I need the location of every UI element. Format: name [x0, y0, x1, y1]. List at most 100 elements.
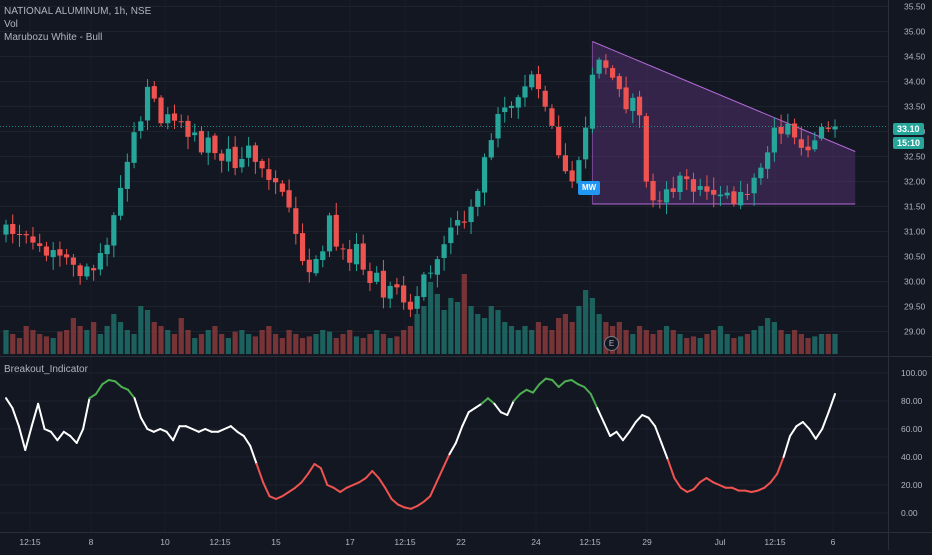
- candle-body: [401, 285, 407, 303]
- candle-body: [481, 157, 488, 193]
- candle-body: [616, 76, 622, 90]
- candle: [347, 240, 353, 272]
- candle-body: [97, 253, 103, 270]
- volume-bar: [239, 330, 245, 354]
- candle: [246, 137, 252, 167]
- indicator-segment: [101, 379, 110, 386]
- candle: [724, 185, 730, 199]
- indicator-segment: [409, 505, 419, 510]
- candle: [690, 172, 697, 203]
- volume-bar: [589, 298, 595, 354]
- candle-body: [185, 120, 191, 137]
- volume-bar: [306, 336, 312, 354]
- volume-bar: [448, 298, 454, 354]
- candle: [407, 293, 413, 318]
- indicator-segment: [242, 435, 252, 447]
- volume-bar: [205, 330, 211, 354]
- indicator-segment: [184, 425, 194, 430]
- indicator-tick-label: 60.00: [901, 424, 923, 434]
- candle-body: [23, 234, 29, 236]
- pattern-legend[interactable]: Marubozu White - Bull: [4, 32, 103, 43]
- indicator-segment: [795, 421, 804, 428]
- candle: [636, 90, 643, 128]
- indicator-legend[interactable]: Breakout_Indicator: [4, 364, 88, 375]
- candle-body: [306, 259, 312, 273]
- volume-bar: [535, 322, 542, 354]
- indicator-segment: [390, 498, 400, 506]
- volume-bar: [468, 306, 474, 354]
- indicator-segment: [692, 481, 702, 491]
- volume-bar: [434, 294, 440, 354]
- indicator-segment: [377, 477, 387, 489]
- volume-bar: [340, 334, 346, 354]
- candle: [448, 217, 454, 255]
- candle-body: [387, 285, 393, 299]
- volume-bar: [380, 334, 387, 354]
- volume-bar: [178, 318, 184, 354]
- volume-bar: [751, 330, 757, 354]
- candle-body: [353, 244, 360, 265]
- candle: [414, 286, 420, 314]
- candle-body: [299, 233, 306, 262]
- volume-bar: [212, 326, 218, 354]
- indicator-segment: [159, 428, 168, 433]
- candle: [198, 125, 205, 155]
- indicator-segment: [570, 379, 579, 386]
- marubozu-marker[interactable]: MW: [578, 181, 601, 195]
- candle: [475, 188, 481, 217]
- volume-bar: [522, 326, 528, 354]
- symbol-title[interactable]: NATIONAL ALUMINUM, 1h, NSE: [4, 6, 152, 17]
- candle: [77, 263, 83, 285]
- indicator-segment: [673, 477, 682, 489]
- candle: [313, 255, 319, 277]
- indicator-segment: [705, 477, 714, 484]
- candle-body: [124, 161, 130, 189]
- candle: [97, 243, 103, 276]
- candle: [165, 107, 171, 130]
- candle-body: [428, 272, 434, 274]
- earnings-marker[interactable]: E: [604, 336, 619, 351]
- indicator-segment: [114, 380, 123, 388]
- indicator-segment: [326, 484, 335, 489]
- indicator-tick-label: 100.00: [901, 368, 927, 378]
- candle: [151, 81, 157, 103]
- candle: [670, 176, 676, 198]
- indicator-segment: [416, 500, 425, 507]
- indicator-segment: [827, 393, 837, 414]
- indicator-segment: [397, 503, 406, 509]
- indicator-segment: [442, 453, 451, 470]
- indicator-segment: [339, 486, 348, 493]
- volume-bar: [670, 330, 676, 354]
- candle: [232, 136, 238, 176]
- candle-body: [16, 233, 23, 235]
- volume-bar: [387, 338, 393, 354]
- candle: [731, 186, 737, 207]
- indicator-segment: [313, 463, 322, 470]
- candle: [771, 117, 777, 162]
- indicator-segment: [769, 472, 779, 484]
- time-tick-label: 12:15: [19, 537, 41, 547]
- candle-body: [670, 188, 676, 192]
- indicator-segment: [307, 463, 316, 475]
- indicator-segment: [229, 425, 239, 433]
- candle-body: [252, 145, 258, 162]
- volume-bar: [293, 334, 299, 354]
- indicator-segment: [531, 383, 541, 394]
- indicator-segment: [544, 377, 554, 381]
- candle-body: [165, 114, 171, 124]
- indicator-segment: [711, 481, 721, 486]
- candle: [535, 65, 542, 99]
- indicator-segment: [17, 425, 27, 451]
- indicator-segment: [146, 428, 155, 433]
- candle-body: [232, 146, 238, 169]
- volume-legend[interactable]: Vol: [4, 19, 18, 30]
- indicator-segment: [152, 428, 162, 433]
- candle: [401, 276, 407, 310]
- candle-body: [832, 126, 838, 130]
- indicator-segment: [5, 397, 14, 409]
- candle-body: [212, 135, 218, 154]
- price-tick-label: 31.00: [904, 227, 926, 237]
- volume-bar: [3, 330, 9, 354]
